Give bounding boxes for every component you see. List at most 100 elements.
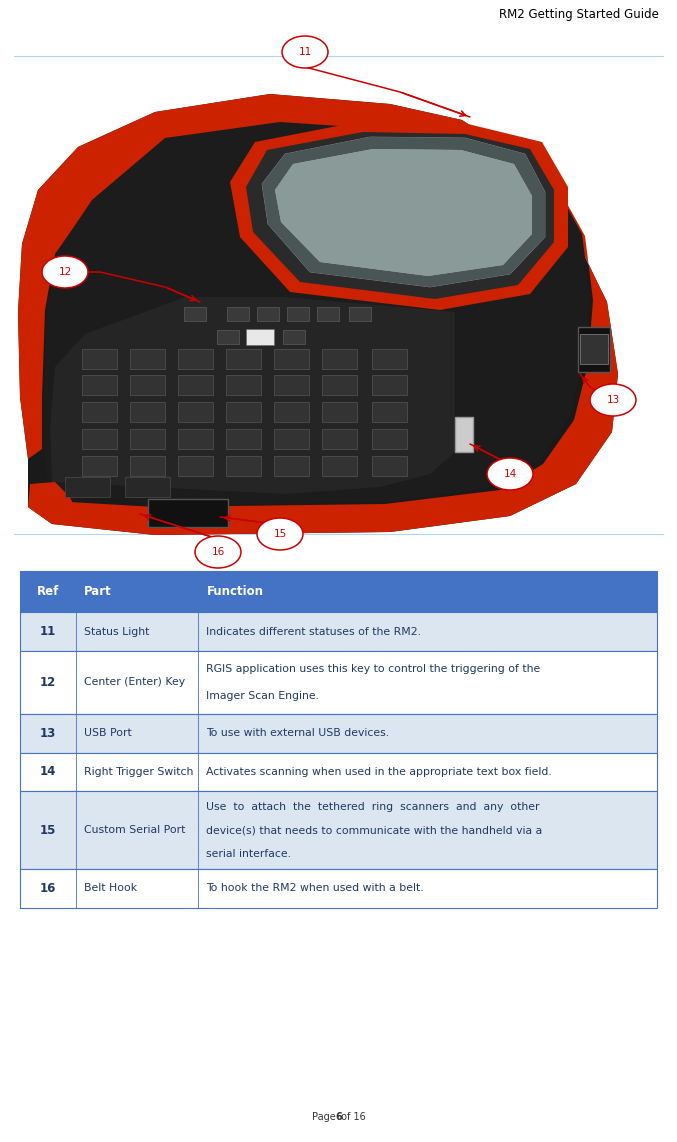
Text: To hook the RM2 when used with a belt.: To hook the RM2 when used with a belt. — [206, 884, 424, 893]
Bar — [125, 477, 171, 497]
Bar — [131, 456, 165, 476]
Polygon shape — [18, 94, 618, 534]
Bar — [274, 429, 309, 449]
Bar — [20, 612, 657, 651]
Text: 13: 13 — [607, 395, 619, 405]
Bar — [283, 330, 305, 344]
Polygon shape — [50, 297, 455, 494]
Bar — [322, 456, 357, 476]
Polygon shape — [275, 148, 532, 276]
Bar — [20, 714, 657, 753]
Bar — [20, 571, 657, 612]
Text: To use with external USB devices.: To use with external USB devices. — [206, 729, 390, 738]
Bar — [83, 349, 118, 369]
Text: device(s) that needs to communicate with the handheld via a: device(s) that needs to communicate with… — [206, 826, 543, 835]
Bar — [179, 402, 213, 423]
Text: Imager Scan Engine.: Imager Scan Engine. — [206, 691, 320, 701]
Bar — [455, 417, 473, 452]
Bar — [227, 349, 261, 369]
Text: 13: 13 — [40, 726, 56, 740]
Bar — [66, 477, 110, 497]
Bar — [20, 651, 657, 714]
Text: RGIS application uses this key to control the triggering of the: RGIS application uses this key to contro… — [206, 664, 541, 674]
Text: Ref: Ref — [37, 585, 60, 598]
Bar — [83, 429, 118, 449]
Text: Center (Enter) Key: Center (Enter) Key — [85, 677, 185, 687]
Ellipse shape — [282, 37, 328, 69]
Bar — [179, 349, 213, 369]
Bar — [580, 333, 608, 364]
Bar — [131, 375, 165, 395]
Bar — [274, 456, 309, 476]
Bar — [578, 327, 610, 372]
Bar — [179, 375, 213, 395]
Bar — [257, 307, 279, 321]
Polygon shape — [18, 94, 618, 534]
Bar — [20, 869, 657, 908]
Bar — [227, 456, 261, 476]
Bar — [322, 402, 357, 423]
Text: 14: 14 — [40, 765, 56, 779]
Bar — [83, 375, 118, 395]
Text: Status Light: Status Light — [85, 627, 150, 636]
Polygon shape — [246, 132, 554, 299]
Ellipse shape — [590, 384, 636, 416]
Text: 14: 14 — [504, 469, 517, 478]
Bar — [274, 375, 309, 395]
Bar — [246, 329, 274, 345]
Text: 16: 16 — [40, 882, 56, 895]
Text: Custom Serial Port: Custom Serial Port — [85, 826, 185, 835]
Bar — [372, 402, 408, 423]
Text: 12: 12 — [58, 267, 72, 278]
Bar — [322, 429, 357, 449]
Text: Page: Page — [311, 1112, 338, 1121]
Text: Activates scanning when used in the appropriate text box field.: Activates scanning when used in the appr… — [206, 767, 552, 777]
Text: 11: 11 — [40, 625, 56, 638]
Bar — [227, 375, 261, 395]
Text: 15: 15 — [40, 823, 56, 837]
Polygon shape — [44, 122, 590, 505]
Text: Use  to  attach  the  tethered  ring  scanners  and  any  other: Use to attach the tethered ring scanners… — [206, 802, 540, 812]
Ellipse shape — [195, 536, 241, 568]
Bar — [217, 330, 239, 344]
Text: 16: 16 — [211, 547, 225, 557]
Bar — [372, 429, 408, 449]
Text: of 16: of 16 — [338, 1112, 366, 1121]
Bar — [83, 456, 118, 476]
Text: USB Port: USB Port — [85, 729, 132, 738]
Bar — [148, 499, 228, 526]
Bar — [131, 349, 165, 369]
Bar — [20, 753, 657, 791]
Bar — [349, 307, 371, 321]
Text: 6: 6 — [335, 1112, 342, 1121]
Bar — [274, 402, 309, 423]
Bar — [179, 429, 213, 449]
Bar — [372, 456, 408, 476]
Text: 15: 15 — [274, 529, 286, 539]
Bar — [317, 307, 339, 321]
Bar — [227, 429, 261, 449]
Polygon shape — [262, 137, 545, 287]
Bar — [372, 375, 408, 395]
Ellipse shape — [42, 256, 88, 288]
Text: Right Trigger Switch: Right Trigger Switch — [85, 767, 194, 777]
Ellipse shape — [487, 458, 533, 490]
Text: Belt Hook: Belt Hook — [85, 884, 137, 893]
Bar — [274, 349, 309, 369]
Bar — [227, 402, 261, 423]
Polygon shape — [28, 482, 80, 524]
Text: Part: Part — [85, 585, 112, 598]
Text: RM2 Getting Started Guide: RM2 Getting Started Guide — [499, 8, 659, 21]
Text: 12: 12 — [40, 676, 56, 689]
Text: Function: Function — [206, 585, 263, 598]
Text: 11: 11 — [299, 47, 311, 57]
Bar — [372, 349, 408, 369]
Polygon shape — [230, 122, 568, 309]
Ellipse shape — [257, 518, 303, 550]
Bar — [322, 375, 357, 395]
Bar — [287, 307, 309, 321]
Bar — [83, 402, 118, 423]
Text: serial interface.: serial interface. — [206, 849, 292, 859]
Polygon shape — [262, 137, 545, 287]
Bar — [131, 402, 165, 423]
